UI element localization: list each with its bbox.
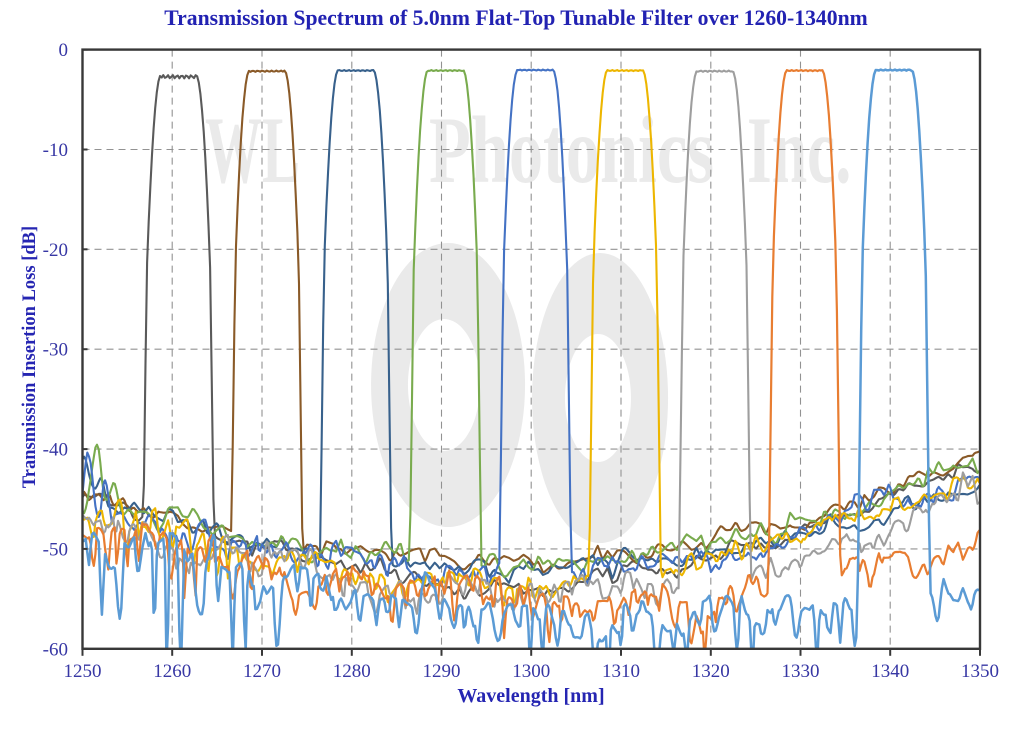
svg-text:0: 0 xyxy=(59,40,69,61)
svg-text:1280: 1280 xyxy=(333,661,371,682)
svg-text:Wavelength [nm]: Wavelength [nm] xyxy=(457,685,604,707)
svg-text:Transmission Insertion Loss [d: Transmission Insertion Loss [dB] xyxy=(20,226,40,488)
svg-text:1310: 1310 xyxy=(602,661,640,682)
svg-text:Inc.: Inc. xyxy=(747,99,851,204)
svg-text:1330: 1330 xyxy=(782,661,820,682)
svg-text:1350: 1350 xyxy=(961,661,999,682)
svg-text:1290: 1290 xyxy=(423,661,461,682)
svg-text:-60: -60 xyxy=(43,639,68,660)
svg-text:-50: -50 xyxy=(43,539,68,560)
svg-text:Transmission Spectrum of 5.0nm: Transmission Spectrum of 5.0nm Flat-Top … xyxy=(164,6,867,30)
svg-text:1270: 1270 xyxy=(243,661,281,682)
svg-text:1320: 1320 xyxy=(692,661,730,682)
svg-text:1260: 1260 xyxy=(153,661,191,682)
svg-text:-30: -30 xyxy=(43,340,68,361)
svg-text:Photonics: Photonics xyxy=(429,97,714,203)
svg-text:-20: -20 xyxy=(43,240,68,261)
svg-text:1250: 1250 xyxy=(64,661,102,682)
svg-text:-40: -40 xyxy=(43,440,68,461)
svg-text:-10: -10 xyxy=(43,140,68,161)
svg-text:1340: 1340 xyxy=(871,661,909,682)
svg-text:1300: 1300 xyxy=(512,661,550,682)
